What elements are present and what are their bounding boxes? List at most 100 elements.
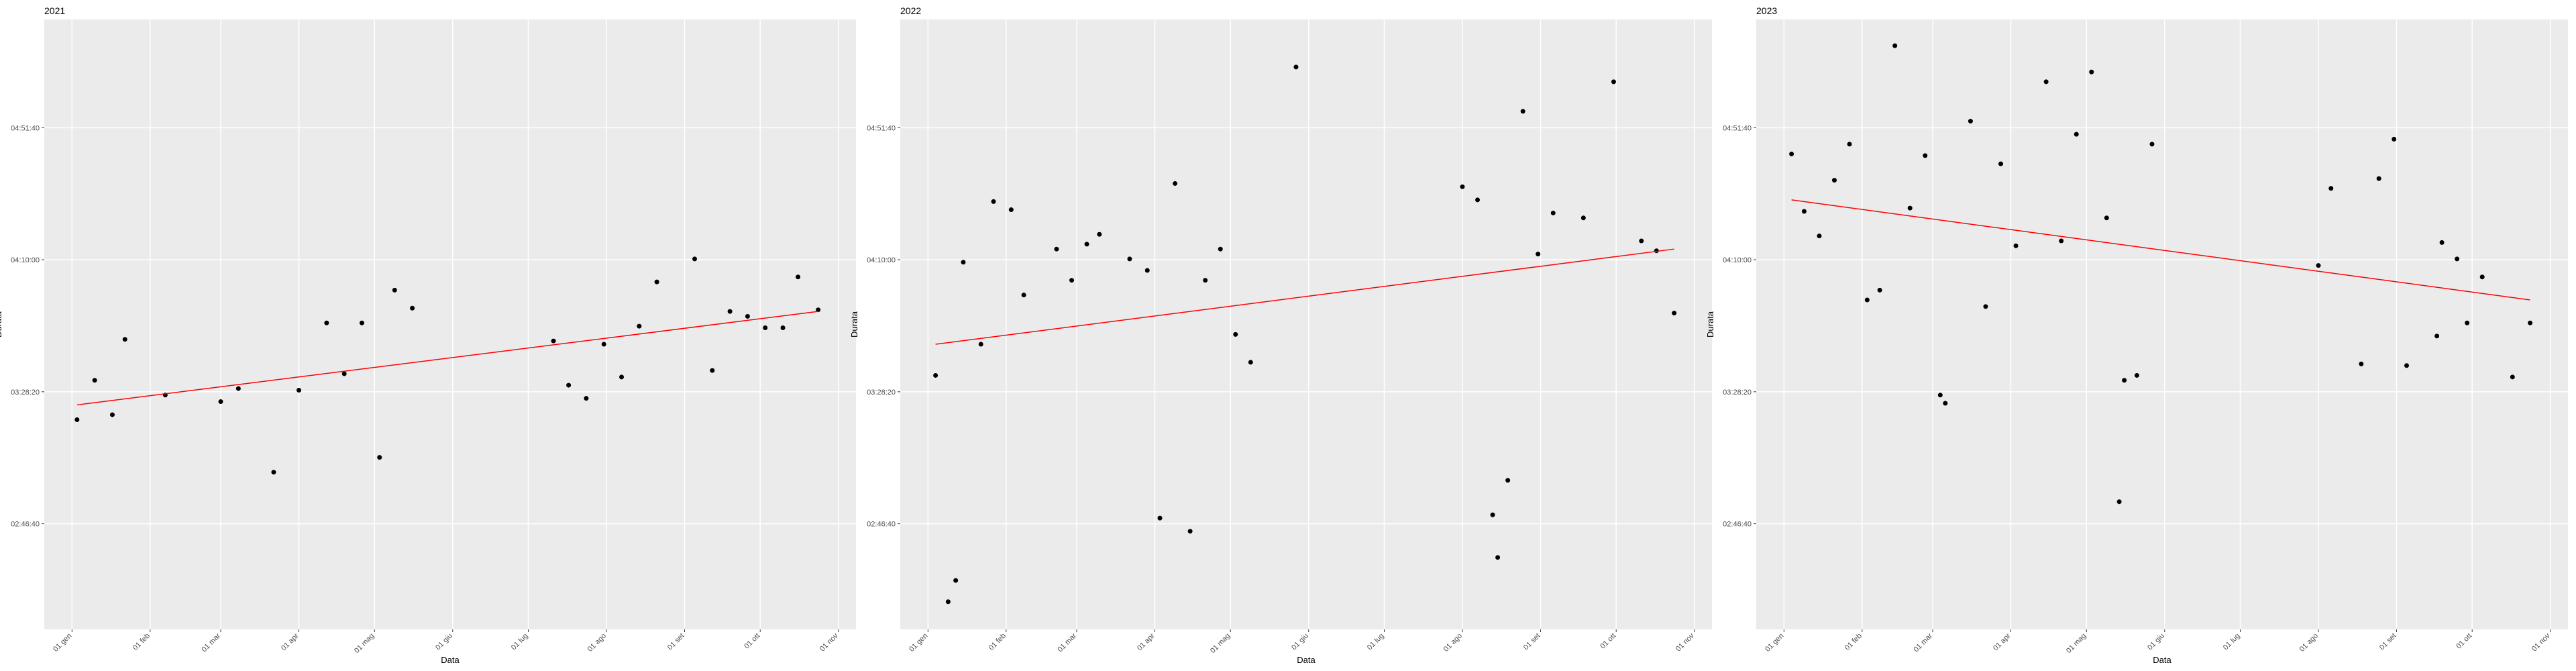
panel-title: 2023 (1756, 5, 1777, 16)
panel-background (900, 19, 1712, 629)
point (122, 337, 127, 342)
point (2510, 374, 2515, 380)
point (2479, 274, 2485, 280)
x-tick-label: 01 lug (2222, 632, 2242, 652)
panel-title: 2021 (44, 5, 65, 16)
point (92, 378, 97, 383)
point (1460, 184, 1465, 189)
x-tick-label: 01 nov (2530, 631, 2552, 653)
point (359, 320, 364, 325)
point (2134, 372, 2139, 378)
point (1475, 197, 1481, 203)
point (410, 305, 415, 311)
x-axis-title: Data (441, 655, 460, 665)
point (2104, 215, 2109, 221)
point (1998, 161, 2004, 166)
x-tick-label: 01 giu (1290, 632, 1310, 652)
point (2013, 243, 2019, 248)
point (2376, 176, 2381, 181)
point (1054, 246, 1059, 252)
point (1218, 246, 1223, 252)
point (1173, 180, 1178, 186)
y-tick-label: 04:51:40 (867, 124, 896, 132)
x-tick-label: 01 nov (1674, 631, 1696, 653)
point (796, 274, 801, 280)
trend-line (76, 311, 818, 406)
y-tick-label: 02:46:40 (1723, 521, 1752, 529)
x-tick-label: 01 apr (1136, 631, 1157, 652)
point (1937, 393, 1943, 398)
point (1639, 238, 1644, 244)
point (2455, 256, 2460, 262)
point (1611, 79, 1616, 85)
x-tick-label: 01 apr (280, 631, 301, 652)
x-axis-title: Data (2153, 655, 2171, 665)
point (780, 325, 786, 331)
point (377, 455, 382, 460)
point (324, 320, 329, 325)
x-tick-label: 01 lug (1366, 632, 1386, 652)
point (619, 374, 625, 380)
point (763, 325, 768, 331)
point (551, 338, 556, 344)
x-tick-label: 01 ago (2298, 632, 2320, 654)
x-tick-label: 01 mag (2065, 632, 2088, 655)
point (2149, 142, 2155, 147)
point (1495, 555, 1501, 560)
point (1847, 142, 1852, 147)
point (1293, 64, 1299, 70)
point (1864, 297, 1870, 303)
y-tick-label: 03:28:20 (1723, 389, 1752, 397)
point (1907, 205, 1913, 211)
point (991, 199, 996, 204)
point (2328, 186, 2334, 191)
y-tick-label: 04:10:00 (867, 256, 896, 264)
y-axis-title: Durata (0, 311, 3, 338)
point (2122, 378, 2127, 383)
point (1248, 360, 1253, 365)
point (74, 417, 80, 422)
point (297, 387, 302, 393)
point (2404, 363, 2410, 368)
point (1923, 153, 1928, 158)
point (2074, 132, 2079, 137)
point (2059, 238, 2064, 244)
point (1144, 268, 1150, 273)
point (1580, 215, 1586, 221)
point (2392, 136, 2397, 142)
panel-background (1756, 19, 2568, 629)
point (953, 578, 959, 583)
point (692, 256, 698, 262)
point (218, 399, 223, 405)
point (1505, 478, 1511, 483)
trend-line (935, 248, 1674, 345)
point (1084, 242, 1089, 247)
x-tick-label: 01 set (666, 632, 686, 652)
y-tick-label: 02:46:40 (867, 521, 896, 529)
panel-background (44, 19, 856, 629)
point (1520, 109, 1525, 114)
point (2465, 320, 2470, 325)
point (2043, 79, 2049, 85)
point (933, 372, 938, 378)
point (1943, 401, 1948, 406)
point (1672, 311, 1677, 316)
x-tick-label: 01 ago (1442, 632, 1464, 654)
point (1801, 209, 1807, 214)
y-tick-label: 04:10:00 (11, 256, 40, 264)
point (1968, 119, 1973, 124)
point (1127, 256, 1132, 262)
point (1233, 331, 1238, 337)
x-tick-label: 01 gen (52, 632, 73, 654)
x-tick-label: 01 ott (743, 632, 761, 651)
point (1983, 304, 1988, 309)
point (566, 382, 572, 388)
point (978, 342, 983, 347)
point (1021, 293, 1026, 298)
y-tick-label: 04:51:40 (1723, 124, 1752, 132)
point (601, 342, 606, 347)
x-tick-label: 01 ott (2455, 632, 2473, 651)
point (235, 386, 241, 391)
y-tick-label: 03:28:20 (11, 389, 40, 397)
